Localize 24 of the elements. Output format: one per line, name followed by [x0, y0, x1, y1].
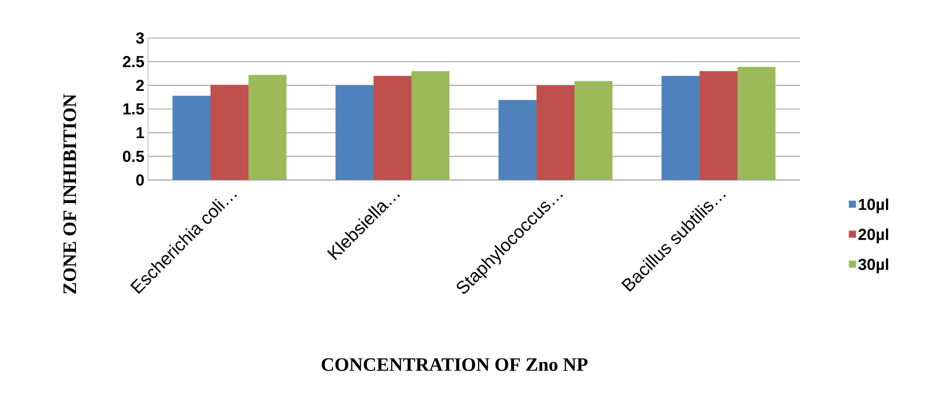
- legend-label: 10µl: [858, 198, 888, 214]
- y-tick-label: 3: [136, 32, 144, 44]
- bar: [574, 81, 612, 180]
- legend-label: 20µl: [858, 228, 888, 244]
- x-axis-title: CONCENTRATION OF Zno NP: [322, 358, 588, 371]
- bar: [374, 76, 412, 180]
- y-tick-label: 0: [136, 174, 144, 186]
- bar: [700, 71, 738, 180]
- bar: [738, 66, 776, 180]
- bar: [662, 76, 700, 180]
- y-tick-label: 2.5: [122, 56, 144, 68]
- y-axis-title: ZONE OF INHIBITION: [63, 94, 76, 294]
- bar: [536, 85, 574, 180]
- bar: [498, 100, 537, 180]
- bar: [210, 84, 248, 180]
- y-tick-label: 0.5: [122, 150, 144, 162]
- bar: [336, 85, 374, 180]
- bar: [172, 96, 211, 180]
- y-tick-label: 1.5: [123, 103, 144, 115]
- legend-label: 30µl: [858, 258, 888, 274]
- bar: [248, 74, 286, 180]
- y-tick-label: 1: [136, 127, 144, 138]
- bar: [411, 71, 450, 180]
- y-tick-label: 2: [136, 80, 144, 91]
